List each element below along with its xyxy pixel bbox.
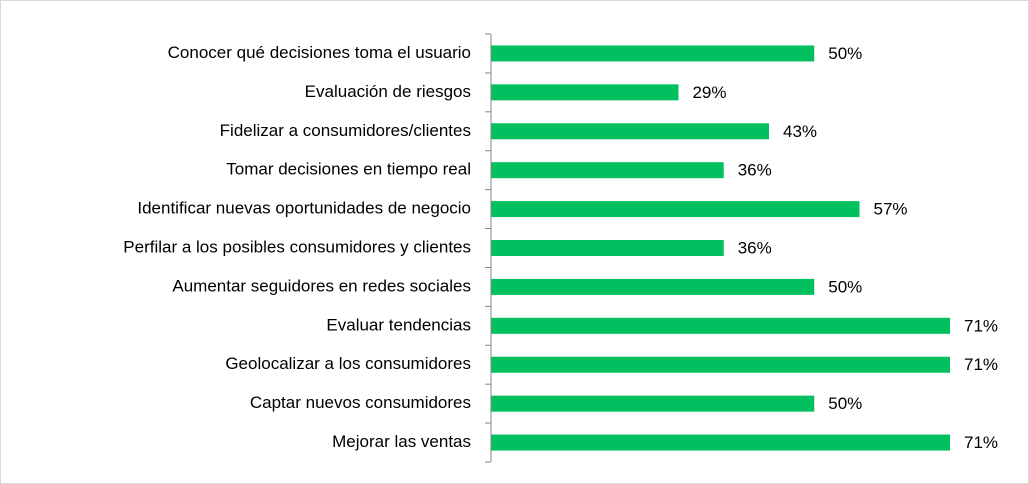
value-label: 57% xyxy=(873,200,907,219)
category-label: Fidelizar a consumidores/clientes xyxy=(220,121,471,140)
category-label: Evaluar tendencias xyxy=(326,315,471,334)
bar xyxy=(491,240,724,256)
bar xyxy=(491,84,679,101)
category-label: Evaluación de riesgos xyxy=(305,82,471,101)
category-label: Identificar nuevas oportunidades de nego… xyxy=(137,199,471,218)
category-label: Tomar decisiones en tiempo real xyxy=(226,160,471,179)
value-label: 36% xyxy=(738,238,772,257)
value-label: 71% xyxy=(964,433,998,452)
value-label: 43% xyxy=(783,122,817,141)
category-label: Mejorar las ventas xyxy=(332,432,471,451)
bar xyxy=(491,123,769,140)
bar xyxy=(491,278,815,295)
value-label: 29% xyxy=(692,83,726,102)
bar xyxy=(491,395,815,412)
value-label: 71% xyxy=(964,316,998,335)
value-label: 50% xyxy=(828,44,862,63)
category-label: Perfilar a los posibles consumidores y c… xyxy=(123,237,471,256)
value-label: 50% xyxy=(828,277,862,296)
bar xyxy=(491,317,950,334)
value-label: 36% xyxy=(738,161,772,180)
category-label: Captar nuevos consumidores xyxy=(250,393,471,412)
bar xyxy=(491,45,815,62)
value-label: 71% xyxy=(964,355,998,374)
bar xyxy=(491,356,950,373)
category-label: Geolocalizar a los consumidores xyxy=(225,354,471,373)
bar xyxy=(491,162,724,179)
bar xyxy=(491,201,860,218)
category-label: Aumentar seguidores en redes sociales xyxy=(172,276,471,295)
value-label: 50% xyxy=(828,394,862,413)
category-label: Conocer qué decisiones toma el usuario xyxy=(168,43,471,62)
bar xyxy=(491,434,950,451)
